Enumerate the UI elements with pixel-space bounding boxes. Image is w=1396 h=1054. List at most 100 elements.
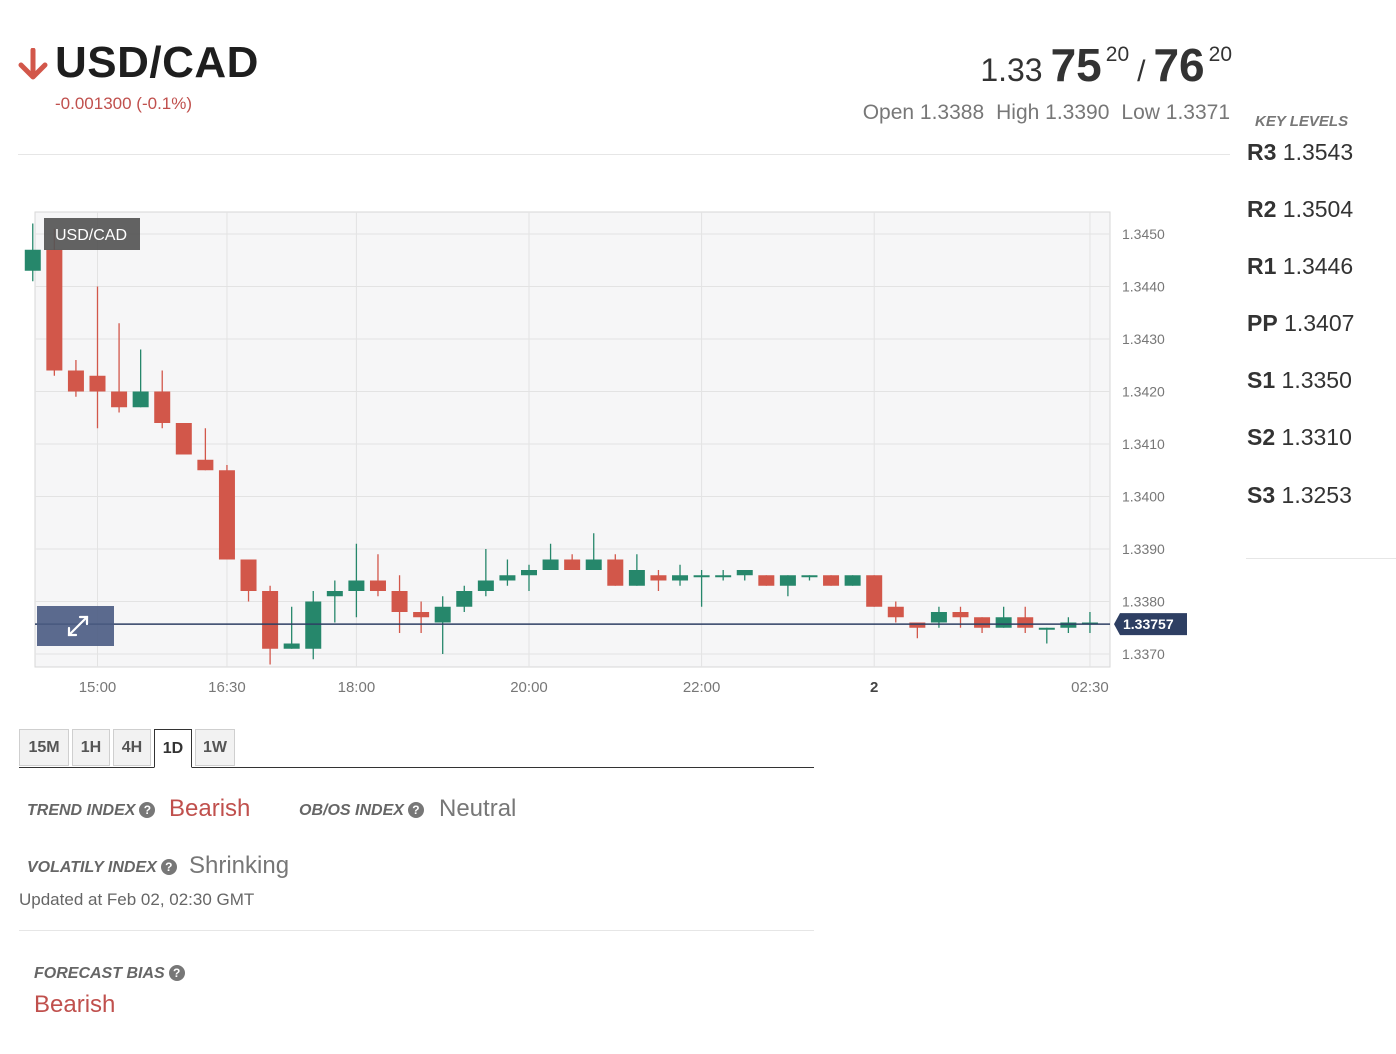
x-tick-label: 20:00 — [510, 679, 548, 696]
current-price-label: 1.33757 — [1123, 616, 1174, 632]
high-price: High 1.3390 — [996, 101, 1110, 124]
question-circle-icon[interactable]: ? — [407, 802, 424, 818]
updated-timestamp: Updated at Feb 02, 02:30 GMT — [19, 890, 255, 909]
key-level-value: 1.3407 — [1284, 310, 1355, 336]
tab-label: 4H — [121, 738, 143, 756]
tab-label: 1W — [203, 738, 227, 756]
key-level-value: 1.3504 — [1282, 196, 1354, 222]
candle-down — [974, 617, 991, 633]
candle-body — [434, 606, 451, 623]
candle-up — [585, 533, 602, 570]
candle-body — [650, 575, 667, 581]
bid-prefix: 1.33 — [980, 52, 1043, 88]
header-divider — [18, 154, 1230, 155]
indices-divider — [19, 930, 814, 931]
tab-4h[interactable]: 4H — [113, 729, 151, 766]
candle-up — [477, 549, 494, 597]
candle-up — [24, 223, 41, 282]
y-tick-label: 1.3370 — [1122, 646, 1165, 662]
candle-body — [413, 612, 430, 618]
x-tick-label: 02:30 — [1071, 679, 1109, 696]
candle-body — [1038, 627, 1055, 630]
candle-body — [477, 580, 494, 591]
price-chart[interactable]: 1.3450 1.3440 1.3430 1.3420 1.3410 1.3400 1.33… — [0, 190, 1200, 710]
x-tick-label: 18:00 — [338, 679, 376, 696]
y-tick-label: 1.3380 — [1122, 594, 1165, 610]
candle-body — [46, 249, 63, 371]
chart-plot-area — [34, 211, 1111, 668]
tab-label: 15M — [28, 738, 60, 756]
tab-1w[interactable]: 1W — [195, 729, 235, 766]
key-level-value: 1.3253 — [1281, 482, 1352, 508]
candle-down — [67, 360, 84, 397]
candle-body — [758, 575, 775, 586]
chart-symbol-label-bg — [44, 218, 140, 250]
y-tick-label: 1.3410 — [1122, 436, 1165, 452]
question-circle-icon[interactable]: ? — [168, 965, 185, 981]
bid-pip: 20 — [1105, 43, 1130, 66]
y-tick-label: 1.3390 — [1122, 541, 1165, 557]
bid-ask-quote: 1.33 75 20/76 20 — [980, 38, 1232, 92]
question-circle-icon[interactable]: ? — [139, 802, 156, 818]
candle-body — [866, 575, 883, 607]
candle-up — [628, 554, 645, 586]
expand-icon — [67, 615, 89, 637]
tab-label: 1H — [80, 738, 102, 756]
candle-up — [521, 564, 537, 591]
key-level-s3: S3 1.3253 — [1247, 482, 1352, 509]
candle-body — [111, 391, 128, 408]
expand-button-bg[interactable] — [37, 606, 114, 646]
key-level-name: S3 — [1247, 482, 1276, 508]
volatility-index-value: Shrinking — [189, 852, 290, 879]
candle-body — [909, 622, 926, 628]
key-level-name: PP — [1247, 310, 1278, 336]
key-level-name: R2 — [1247, 196, 1277, 222]
candle-body — [369, 580, 386, 591]
candle-down — [758, 575, 775, 586]
candle-down — [218, 465, 235, 560]
open-high-low: Open 1.3388 High 1.3390 Low 1.3371 — [851, 101, 1230, 125]
forecast-bias-label: FORECAST BIAS? — [34, 965, 185, 983]
candle-body — [887, 606, 904, 618]
candle-body — [218, 470, 235, 560]
candle-body — [499, 575, 516, 581]
candle-body — [24, 249, 41, 271]
y-tick-label: 1.3430 — [1122, 331, 1165, 347]
candle-up — [693, 570, 710, 607]
key-level-pp: PP 1.3407 — [1247, 310, 1354, 337]
candle-up — [1038, 627, 1055, 644]
candle-body — [154, 391, 171, 423]
question-circle-icon[interactable]: ? — [160, 859, 177, 875]
chart-symbol-label: USD/CAD — [44, 218, 140, 250]
candle-body — [585, 559, 602, 570]
y-tick-label: 1.3420 — [1122, 384, 1165, 400]
key-level-name: R3 — [1247, 139, 1277, 165]
x-tick-label: 15:00 — [79, 679, 117, 696]
candle-body — [67, 370, 84, 392]
open-price: Open 1.3388 — [862, 101, 985, 124]
expand-button[interactable] — [37, 606, 114, 646]
candle-body — [456, 591, 473, 607]
candle-body — [736, 570, 753, 576]
candle-body — [1060, 622, 1077, 628]
quote-separator: / — [1137, 55, 1146, 88]
candle-body — [693, 575, 710, 578]
candle-down — [46, 228, 63, 376]
candle-up — [434, 596, 451, 654]
candle-up — [326, 580, 343, 623]
arrow-down-icon — [18, 48, 48, 80]
candle-body — [542, 559, 559, 570]
x-axis: 15:00 16:30 18:00 20:00 22:00 2 02:30 — [79, 679, 1109, 696]
candle-body — [930, 612, 947, 623]
key-level-name: S1 — [1247, 367, 1276, 393]
tab-1d[interactable]: 1D — [154, 729, 192, 768]
tab-15m[interactable]: 15M — [19, 729, 69, 766]
candle-up — [736, 570, 753, 581]
candle-down — [175, 423, 192, 455]
tab-1h[interactable]: 1H — [72, 729, 110, 766]
key-level-name: S2 — [1247, 424, 1276, 450]
candle-down — [909, 622, 926, 639]
obos-index-label: OB/OS INDEX? — [299, 802, 424, 820]
candle-body — [132, 391, 149, 408]
candle-body — [607, 559, 624, 586]
